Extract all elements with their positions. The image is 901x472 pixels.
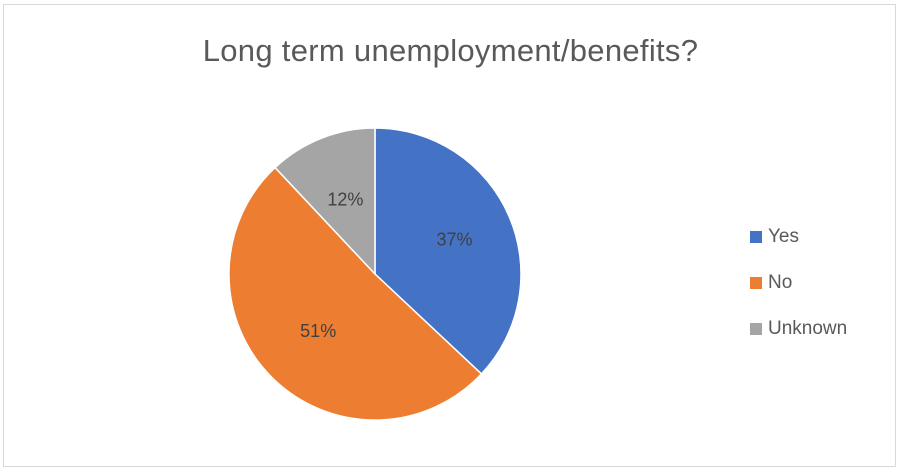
data-label-yes: 37% (436, 230, 472, 250)
data-label-unknown: 12% (327, 189, 363, 209)
legend-item-yes: Yes (750, 214, 847, 260)
legend-swatch-yes (750, 231, 762, 243)
legend-item-no: No (750, 260, 847, 306)
legend-swatch-unknown (750, 323, 762, 335)
legend-label-unknown: Unknown (768, 318, 848, 339)
pie-slice-unknown (273, 127, 376, 276)
legend-label-no: No (768, 272, 793, 293)
chart-title: Long term unemployment/benefits? (202, 33, 699, 68)
legend-swatch-no (750, 277, 762, 289)
pie-slice-yes (374, 127, 522, 376)
legend-label-yes: Yes (768, 226, 799, 247)
legend: Yes No Unknown (750, 214, 847, 352)
data-label-no: 51% (300, 321, 336, 341)
legend-item-unknown: Unknown (750, 306, 847, 352)
pie-slice-no (228, 166, 483, 421)
